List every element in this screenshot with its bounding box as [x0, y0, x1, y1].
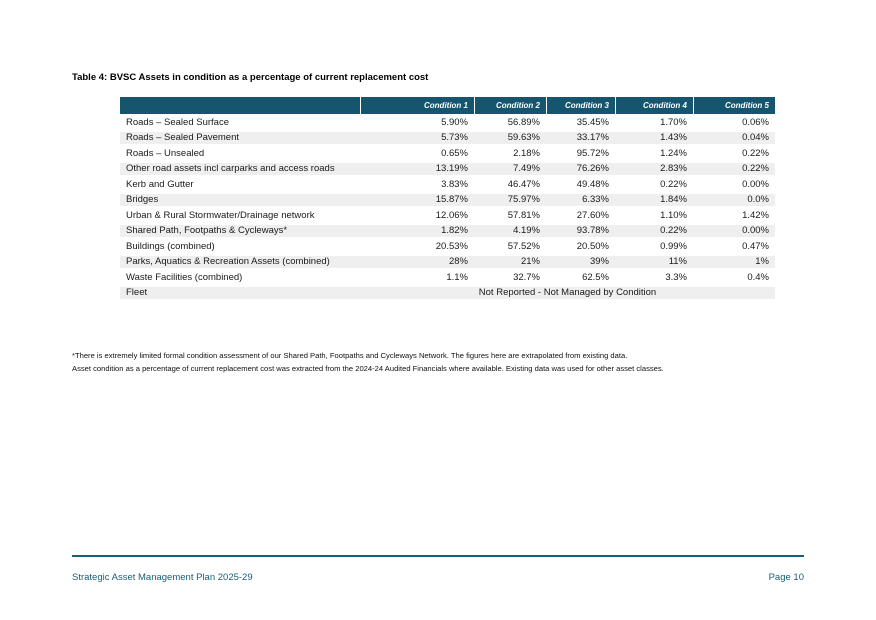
cell: 59.63% — [474, 129, 546, 145]
row-label: Roads – Sealed Surface — [120, 114, 360, 130]
cell: 56.89% — [474, 114, 546, 130]
fleet-note: Not Reported - Not Managed by Condition — [360, 284, 775, 300]
table-row: Buildings (combined) 20.53% 57.52% 20.50… — [120, 238, 775, 254]
cell: 2.18% — [474, 145, 546, 161]
cell: 1.82% — [360, 222, 474, 238]
table-row: Roads – Sealed Pavement 5.73% 59.63% 33.… — [120, 129, 775, 145]
cell: 20.53% — [360, 238, 474, 254]
cell: 0.06% — [693, 114, 775, 130]
row-label: Other road assets incl carparks and acce… — [120, 160, 360, 176]
cell: 0.22% — [693, 160, 775, 176]
row-label: Urban & Rural Stormwater/Drainage networ… — [120, 207, 360, 223]
table-row: Shared Path, Footpaths & Cycleways* 1.82… — [120, 222, 775, 238]
page-footer: Strategic Asset Management Plan 2025-29 … — [72, 572, 804, 583]
cell: 1.10% — [615, 207, 693, 223]
header-condition-5: Condition 5 — [693, 97, 775, 114]
cell: 2.83% — [615, 160, 693, 176]
header-condition-2: Condition 2 — [474, 97, 546, 114]
table-row: Parks, Aquatics & Recreation Assets (com… — [120, 253, 775, 269]
cell: 0.22% — [615, 176, 693, 192]
cell: 12.06% — [360, 207, 474, 223]
cell: 0.22% — [615, 222, 693, 238]
cell: 0.4% — [693, 269, 775, 285]
header-condition-4: Condition 4 — [615, 97, 693, 114]
cell: 39% — [546, 253, 615, 269]
cell: 5.73% — [360, 129, 474, 145]
cell: 32.7% — [474, 269, 546, 285]
table-caption: Table 4: BVSC Assets in condition as a p… — [72, 72, 429, 83]
cell: 0.00% — [693, 222, 775, 238]
row-label: Parks, Aquatics & Recreation Assets (com… — [120, 253, 360, 269]
footer-document-title: Strategic Asset Management Plan 2025-29 — [72, 572, 253, 583]
footer-divider — [72, 555, 804, 557]
cell: 11% — [615, 253, 693, 269]
cell: 0.47% — [693, 238, 775, 254]
row-label: Kerb and Gutter — [120, 176, 360, 192]
table-row: Kerb and Gutter 3.83% 46.47% 49.48% 0.22… — [120, 176, 775, 192]
cell: 0.00% — [693, 176, 775, 192]
cell: 1.24% — [615, 145, 693, 161]
cell: 57.81% — [474, 207, 546, 223]
table-row-fleet: Fleet Not Reported - Not Managed by Cond… — [120, 284, 775, 300]
cell: 1.42% — [693, 207, 775, 223]
table-row: Roads – Sealed Surface 5.90% 56.89% 35.4… — [120, 114, 775, 130]
cell: 62.5% — [546, 269, 615, 285]
cell: 0.22% — [693, 145, 775, 161]
cell: 0.99% — [615, 238, 693, 254]
cell: 28% — [360, 253, 474, 269]
cell: 75.97% — [474, 191, 546, 207]
row-label: Roads – Unsealed — [120, 145, 360, 161]
cell: 93.78% — [546, 222, 615, 238]
row-label: Bridges — [120, 191, 360, 207]
cell: 35.45% — [546, 114, 615, 130]
cell: 46.47% — [474, 176, 546, 192]
table-row: Urban & Rural Stormwater/Drainage networ… — [120, 207, 775, 223]
cell: 1.43% — [615, 129, 693, 145]
header-condition-1: Condition 1 — [360, 97, 474, 114]
cell: 57.52% — [474, 238, 546, 254]
row-label: Fleet — [120, 284, 360, 300]
cell: 1.70% — [615, 114, 693, 130]
cell: 0.0% — [693, 191, 775, 207]
cell: 0.04% — [693, 129, 775, 145]
cell: 5.90% — [360, 114, 474, 130]
cell: 0.65% — [360, 145, 474, 161]
cell: 3.83% — [360, 176, 474, 192]
cell: 49.48% — [546, 176, 615, 192]
header-condition-3: Condition 3 — [546, 97, 615, 114]
cell: 3.3% — [615, 269, 693, 285]
table-row: Waste Facilities (combined) 1.1% 32.7% 6… — [120, 269, 775, 285]
cell: 6.33% — [546, 191, 615, 207]
header-empty-cell — [120, 97, 360, 114]
table-row: Roads – Unsealed 0.65% 2.18% 95.72% 1.24… — [120, 145, 775, 161]
cell: 21% — [474, 253, 546, 269]
row-label: Buildings (combined) — [120, 238, 360, 254]
cell: 76.26% — [546, 160, 615, 176]
footer-page-number: Page 10 — [768, 572, 804, 583]
row-label: Shared Path, Footpaths & Cycleways* — [120, 222, 360, 238]
cell: 1% — [693, 253, 775, 269]
row-label: Roads – Sealed Pavement — [120, 129, 360, 145]
cell: 95.72% — [546, 145, 615, 161]
footnotes: *There is extremely limited formal condi… — [72, 350, 812, 375]
footnote-line-2: Asset condition as a percentage of curre… — [72, 363, 664, 373]
table-header-row: Condition 1 Condition 2 Condition 3 Cond… — [120, 97, 775, 114]
cell: 1.84% — [615, 191, 693, 207]
assets-condition-table: Condition 1 Condition 2 Condition 3 Cond… — [120, 97, 775, 300]
footnote-line-1: *There is extremely limited formal condi… — [72, 351, 628, 360]
cell: 7.49% — [474, 160, 546, 176]
cell: 13.19% — [360, 160, 474, 176]
cell: 27.60% — [546, 207, 615, 223]
cell: 20.50% — [546, 238, 615, 254]
cell: 15.87% — [360, 191, 474, 207]
row-label: Waste Facilities (combined) — [120, 269, 360, 285]
cell: 33.17% — [546, 129, 615, 145]
table-row: Other road assets incl carparks and acce… — [120, 160, 775, 176]
cell: 4.19% — [474, 222, 546, 238]
cell: 1.1% — [360, 269, 474, 285]
table-row: Bridges 15.87% 75.97% 6.33% 1.84% 0.0% — [120, 191, 775, 207]
